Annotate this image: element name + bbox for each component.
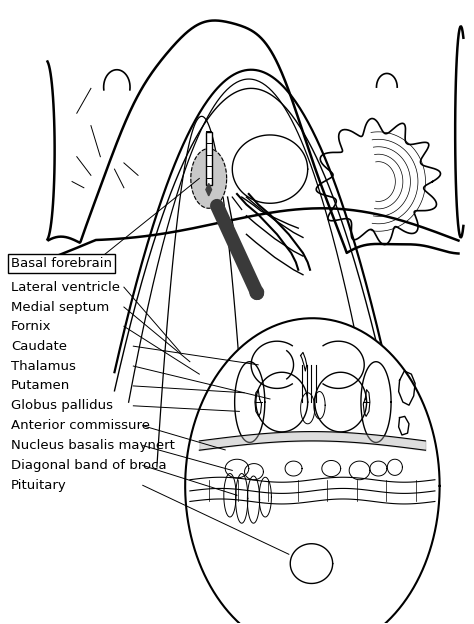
Text: Fornix: Fornix xyxy=(11,319,51,333)
Text: Diagonal band of broca: Diagonal band of broca xyxy=(11,459,166,472)
Text: Lateral ventricle: Lateral ventricle xyxy=(11,281,120,294)
Text: Basal forebrain: Basal forebrain xyxy=(11,257,112,270)
Text: Pituitary: Pituitary xyxy=(11,479,66,492)
Text: Putamen: Putamen xyxy=(11,379,70,392)
Polygon shape xyxy=(206,183,211,196)
FancyArrowPatch shape xyxy=(217,206,257,293)
Text: Globus pallidus: Globus pallidus xyxy=(11,399,113,412)
Bar xyxy=(206,132,212,185)
Text: Caudate: Caudate xyxy=(11,339,67,353)
Text: Medial septum: Medial septum xyxy=(11,301,109,313)
Text: Thalamus: Thalamus xyxy=(11,359,76,373)
Polygon shape xyxy=(191,149,227,208)
Text: Nucleus basalis maynert: Nucleus basalis maynert xyxy=(11,439,175,452)
Polygon shape xyxy=(185,318,439,624)
Text: Anterior commissure: Anterior commissure xyxy=(11,419,150,432)
Polygon shape xyxy=(290,544,333,583)
